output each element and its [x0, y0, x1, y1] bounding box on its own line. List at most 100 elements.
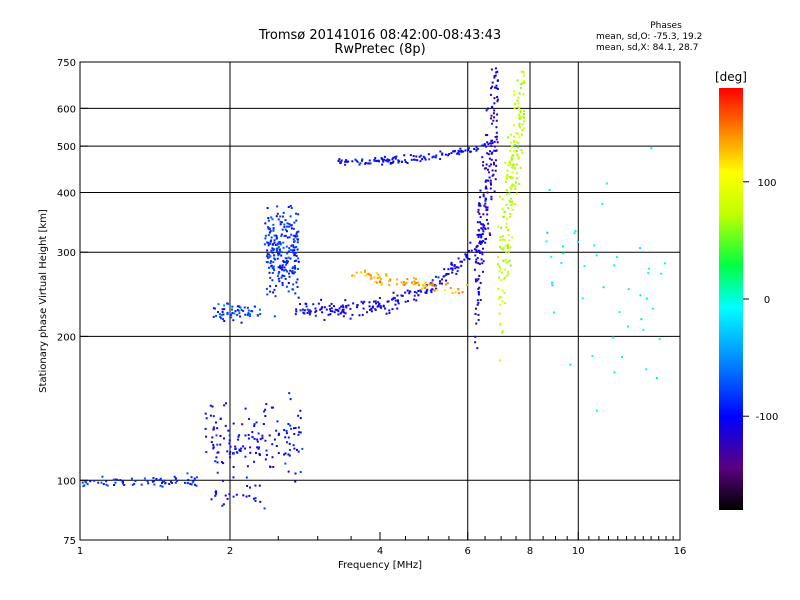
scatter-point	[413, 280, 416, 283]
scatter-point	[460, 260, 463, 263]
scatter-point	[475, 322, 478, 325]
scatter-point	[515, 172, 518, 175]
scatter-point	[342, 310, 345, 313]
scatter-point	[272, 265, 275, 268]
scatter-point	[239, 449, 242, 452]
scatter-point	[509, 133, 512, 136]
scatter-point	[519, 110, 522, 113]
scatter-point	[484, 180, 487, 183]
scatter-point	[337, 313, 340, 316]
scatter-point	[344, 163, 347, 166]
scatter-point	[516, 177, 519, 180]
scatter-point	[283, 266, 286, 269]
scatter-point	[518, 182, 521, 185]
scatter-point	[210, 498, 213, 501]
scatter-point	[282, 211, 285, 214]
axis-ticks: 1 2 4 6 8 10 16 75 100 200 300 400 500 600 750	[57, 58, 686, 557]
scatter-point	[251, 436, 254, 439]
scatter-point	[502, 259, 505, 262]
scatter-point	[134, 480, 137, 483]
scatter-point	[379, 305, 382, 308]
scatter-point	[477, 204, 480, 207]
scatter-point	[479, 251, 482, 254]
scatter-point	[474, 307, 477, 310]
scatter-point	[483, 167, 486, 170]
colorbar-tick-label: 100	[757, 178, 776, 189]
scatter-point	[292, 427, 295, 430]
scatter-point	[226, 450, 229, 453]
scatter-point	[521, 123, 524, 126]
scatter-point	[465, 253, 468, 256]
scatter-point	[483, 224, 486, 227]
scatter-point	[264, 234, 267, 237]
scatter-point	[293, 260, 296, 263]
scatter-point	[380, 282, 383, 285]
scatter-point	[388, 284, 391, 287]
scatter-point	[275, 249, 278, 252]
scatter-point	[160, 482, 163, 485]
scatter-point	[342, 306, 345, 309]
scatter-point	[522, 71, 525, 74]
scatter-point	[276, 247, 279, 250]
scatter-point	[381, 157, 384, 160]
scatter-point	[487, 153, 490, 156]
scatter-point	[474, 341, 477, 344]
scatter-point	[264, 222, 267, 225]
scatter-point	[308, 309, 311, 312]
scatter-point	[245, 495, 248, 498]
scatter-point	[505, 222, 508, 225]
scatter-point	[425, 290, 428, 293]
scatter-point	[293, 221, 296, 224]
scatter-point	[364, 162, 367, 165]
scatter-point	[474, 280, 477, 283]
scatter-point	[277, 252, 280, 255]
scatter-point	[284, 234, 287, 237]
scatter-point	[618, 311, 621, 314]
scatter-point	[501, 198, 504, 201]
scatter-point	[601, 202, 604, 205]
scatter-point	[514, 185, 517, 188]
scatter-point	[476, 279, 479, 282]
scatter-point	[499, 245, 502, 248]
scatter-point	[285, 285, 288, 288]
scatter-point	[116, 478, 119, 481]
colorbar-tick-label: -100	[756, 412, 779, 423]
scatter-point	[520, 116, 523, 119]
x-axis-label: Frequency [MHz]	[338, 560, 422, 571]
scatter-point	[501, 300, 504, 303]
scatter-point	[475, 145, 478, 148]
scatter-point	[493, 116, 496, 119]
scatter-point	[456, 152, 459, 155]
scatter-point	[295, 232, 298, 235]
scatter-point	[487, 227, 490, 230]
scatter-point	[448, 153, 451, 156]
scatter-point	[478, 233, 481, 236]
scatter-point	[276, 205, 279, 208]
scatter-point	[507, 247, 510, 250]
scatter-point	[305, 302, 308, 305]
scatter-point	[153, 483, 156, 486]
scatter-point	[123, 484, 126, 487]
scatter-point	[396, 307, 399, 310]
scatter-point	[375, 281, 378, 284]
scatter-point	[476, 233, 479, 236]
scatter-point	[212, 307, 215, 310]
scatter-point	[496, 135, 499, 138]
scatter-point	[215, 491, 218, 494]
scatter-point	[595, 254, 598, 257]
scatter-point	[261, 437, 264, 440]
scatter-point	[477, 318, 480, 321]
scatter-point	[495, 164, 498, 167]
scatter-point	[479, 233, 482, 236]
scatter-point	[475, 250, 478, 253]
scatter-point	[489, 181, 492, 184]
scatter-point	[271, 251, 274, 254]
scatter-point	[479, 243, 482, 246]
scatter-point	[253, 305, 256, 308]
scatter-point	[452, 150, 455, 153]
scatter-point	[441, 278, 444, 281]
scatter-point	[212, 415, 215, 418]
scatter-point	[212, 426, 215, 429]
scatter-point	[406, 289, 409, 292]
scatter-point	[362, 307, 365, 310]
